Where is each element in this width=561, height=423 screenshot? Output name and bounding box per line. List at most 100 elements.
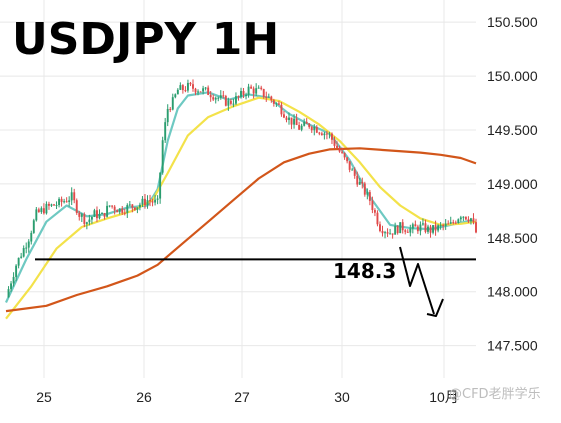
watermark: @CFD老胖学乐 bbox=[449, 386, 541, 402]
candle bbox=[161, 136, 164, 175]
candle bbox=[80, 212, 83, 223]
candle bbox=[227, 97, 230, 111]
candle bbox=[469, 217, 472, 225]
candle bbox=[429, 224, 432, 238]
candle bbox=[439, 222, 442, 230]
candle bbox=[247, 83, 250, 98]
candle bbox=[96, 206, 98, 222]
candle bbox=[118, 208, 121, 215]
candle bbox=[146, 195, 149, 209]
candle bbox=[113, 205, 116, 215]
grid bbox=[0, 0, 476, 378]
candle bbox=[194, 87, 197, 96]
candle bbox=[50, 203, 53, 207]
candle bbox=[404, 228, 407, 235]
candle bbox=[93, 208, 96, 218]
candle bbox=[98, 209, 101, 220]
candle bbox=[15, 264, 18, 282]
candle bbox=[467, 216, 470, 224]
candle bbox=[416, 224, 419, 234]
candle bbox=[313, 124, 316, 136]
candle bbox=[315, 125, 318, 134]
candle bbox=[475, 218, 477, 234]
candle bbox=[394, 222, 397, 235]
candle bbox=[434, 220, 437, 236]
candle bbox=[338, 145, 341, 153]
candle bbox=[166, 104, 169, 127]
candle bbox=[298, 121, 301, 131]
candle bbox=[336, 141, 338, 149]
candle bbox=[366, 188, 369, 200]
x-tick-label: 26 bbox=[136, 389, 152, 405]
candle bbox=[381, 225, 384, 237]
candle bbox=[341, 147, 344, 154]
candle bbox=[176, 88, 179, 95]
candle bbox=[320, 131, 323, 136]
y-tick-label: 149.500 bbox=[487, 122, 538, 138]
candle bbox=[138, 202, 141, 211]
candle bbox=[199, 91, 202, 93]
candle bbox=[128, 201, 131, 207]
candle bbox=[411, 222, 414, 234]
candle bbox=[181, 84, 184, 94]
candle bbox=[262, 88, 265, 99]
candle bbox=[202, 85, 205, 95]
candle bbox=[186, 79, 189, 93]
candle bbox=[7, 286, 10, 298]
axis-ticks: 150.500 150.000 149.500 149.000 148.500 148.0… bbox=[36, 14, 538, 405]
candle bbox=[409, 224, 412, 237]
down-arrow-head bbox=[426, 298, 444, 317]
candle bbox=[293, 114, 296, 129]
candle bbox=[444, 219, 447, 230]
down-arrow bbox=[399, 246, 435, 315]
candle bbox=[442, 223, 445, 231]
candle bbox=[257, 85, 260, 89]
candle bbox=[192, 79, 194, 92]
candle bbox=[406, 229, 409, 233]
candle bbox=[164, 117, 167, 143]
candle bbox=[90, 216, 93, 224]
candle bbox=[401, 219, 404, 234]
candle bbox=[217, 96, 220, 102]
candle bbox=[58, 197, 61, 208]
candle bbox=[111, 205, 114, 209]
x-tick-label: 25 bbox=[36, 389, 52, 405]
candle bbox=[447, 220, 450, 225]
candle bbox=[70, 187, 73, 206]
candle bbox=[245, 92, 248, 100]
candle bbox=[35, 206, 38, 222]
candle bbox=[204, 87, 207, 91]
candle bbox=[282, 111, 285, 119]
x-tick-label: 30 bbox=[334, 389, 350, 405]
chart-title: USDJPY 1H bbox=[12, 14, 279, 65]
candle bbox=[73, 188, 76, 204]
candle bbox=[389, 228, 392, 235]
y-tick-label: 150.500 bbox=[487, 14, 538, 30]
candle bbox=[219, 90, 222, 100]
candle bbox=[343, 152, 346, 160]
candle bbox=[149, 194, 151, 207]
candle bbox=[267, 93, 270, 98]
candle bbox=[65, 197, 68, 203]
candle bbox=[141, 195, 144, 207]
candle bbox=[151, 198, 154, 207]
candle bbox=[40, 206, 43, 214]
candle bbox=[131, 204, 134, 213]
candle bbox=[63, 198, 66, 204]
candle bbox=[328, 131, 331, 139]
candle bbox=[363, 181, 366, 197]
candle bbox=[285, 115, 288, 123]
candle bbox=[234, 92, 237, 106]
y-tick-label: 148.000 bbox=[487, 284, 538, 300]
candle bbox=[197, 89, 200, 96]
candle bbox=[371, 196, 374, 214]
candle bbox=[212, 94, 215, 102]
candle bbox=[464, 216, 467, 221]
candle bbox=[353, 167, 356, 179]
moving-average-line-3 bbox=[5, 147, 477, 313]
candle bbox=[290, 117, 293, 130]
candle bbox=[277, 100, 280, 106]
y-tick-label: 150.000 bbox=[487, 68, 538, 84]
candle bbox=[280, 102, 283, 117]
